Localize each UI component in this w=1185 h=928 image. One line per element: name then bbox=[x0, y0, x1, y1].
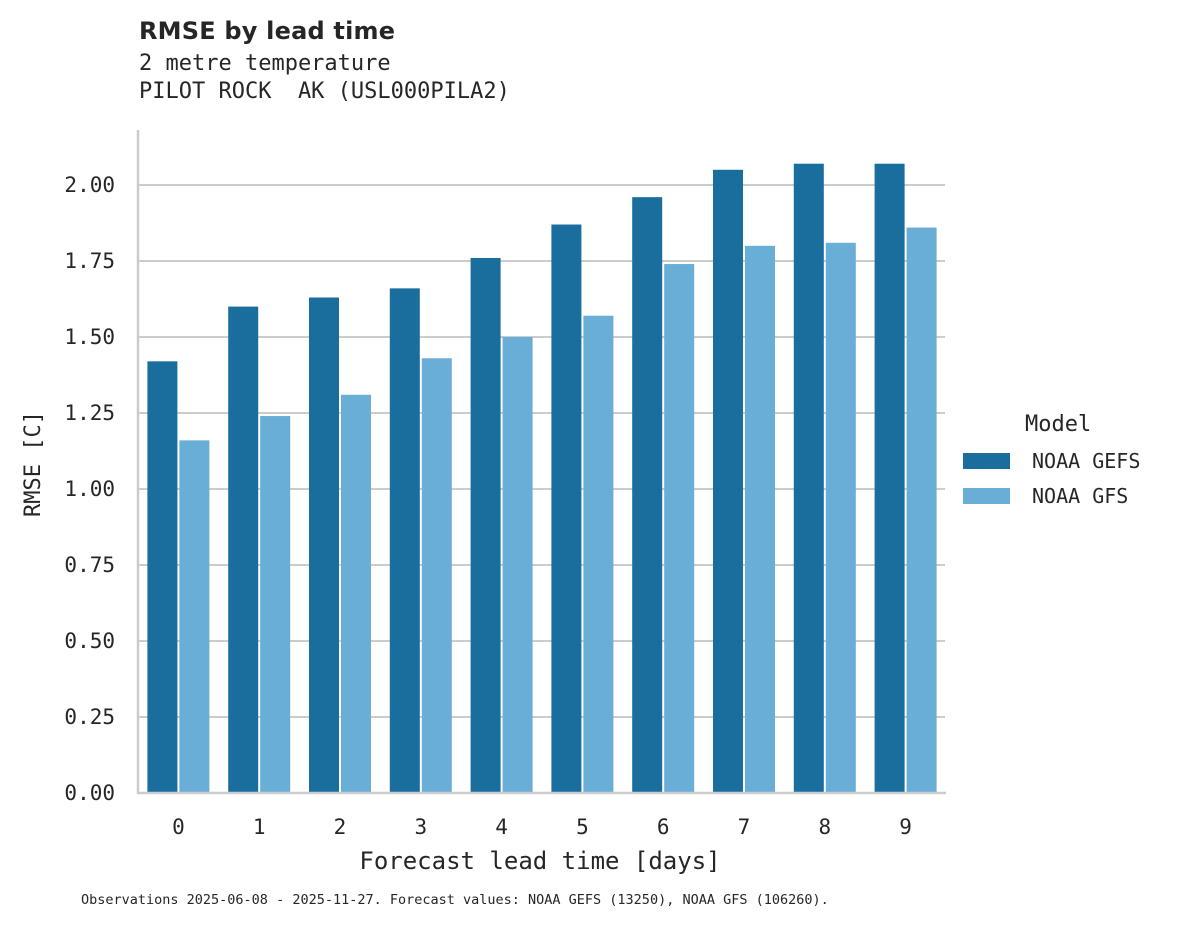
bar-gefs bbox=[309, 297, 339, 793]
bar-gfs bbox=[745, 245, 775, 794]
legend-title: Model bbox=[1025, 412, 1092, 437]
bar-gefs bbox=[874, 163, 905, 794]
x-tick-label: 6 bbox=[657, 815, 670, 839]
bar-gfs bbox=[502, 337, 533, 793]
legend-label-gfs: NOAA GFS bbox=[1032, 483, 1129, 508]
footnote: Observations 2025-06-08 - 2025-11-27. Fo… bbox=[81, 892, 829, 908]
y-tick-label: 0.00 bbox=[64, 781, 115, 805]
legend-item-gfs: NOAA GFS bbox=[963, 478, 1140, 513]
bar-gefs bbox=[389, 288, 420, 793]
axes bbox=[136, 130, 946, 795]
legend-label-gefs: NOAA GEFS bbox=[1032, 448, 1141, 473]
bar-gfs bbox=[583, 315, 614, 793]
y-tick-label: 1.00 bbox=[64, 477, 115, 501]
bar-gfs bbox=[825, 242, 856, 793]
y-tick-label: 0.25 bbox=[64, 705, 115, 729]
bar-gefs bbox=[147, 361, 178, 793]
legend: Model NOAA GEFS NOAA GFS bbox=[963, 412, 1140, 513]
y-tick-label: 0.75 bbox=[64, 553, 115, 577]
x-tick-label: 8 bbox=[818, 815, 831, 839]
y-axis-label: RMSE [C] bbox=[21, 411, 46, 517]
bar-gfs bbox=[664, 264, 695, 793]
bars bbox=[147, 163, 937, 794]
bar-gfs bbox=[179, 440, 210, 793]
bar-gefs bbox=[793, 163, 824, 794]
bar-gefs bbox=[713, 169, 743, 794]
y-tick-label: 1.50 bbox=[64, 325, 115, 349]
y-tick-labels: 0.00 0.25 0.50 0.75 1.00 1.25 1.50 1.75 2.00 bbox=[64, 173, 115, 805]
x-tick-label: 2 bbox=[334, 815, 347, 839]
bar-gfs bbox=[906, 227, 937, 793]
bar-gefs bbox=[228, 306, 259, 793]
bar-gfs bbox=[341, 394, 371, 793]
legend-swatch-gefs bbox=[963, 452, 1010, 469]
gridlines bbox=[138, 184, 945, 718]
legend-swatch-gfs bbox=[963, 487, 1010, 504]
x-tick-label: 0 bbox=[172, 815, 185, 839]
x-tick-label: 9 bbox=[899, 815, 912, 839]
bar-gefs bbox=[470, 257, 501, 794]
bar-gefs bbox=[632, 197, 663, 793]
chart-subtitle-station: PILOT ROCK AK (USL000PILA2) bbox=[139, 79, 510, 104]
x-axis-label: Forecast lead time [days] bbox=[359, 847, 720, 875]
bar-gfs bbox=[260, 416, 291, 793]
chart-subtitle-variable: 2 metre temperature bbox=[139, 51, 391, 76]
y-tick-label: 2.00 bbox=[64, 173, 115, 197]
x-tick-label: 4 bbox=[495, 815, 508, 839]
x-tick-label: 3 bbox=[414, 815, 427, 839]
y-tick-label: 1.25 bbox=[64, 401, 115, 425]
x-tick-label: 7 bbox=[738, 815, 751, 839]
y-tick-label: 1.75 bbox=[64, 249, 115, 273]
x-tick-labels: 0 1 2 3 4 5 6 7 8 9 bbox=[172, 815, 912, 839]
x-tick-label: 5 bbox=[576, 815, 589, 839]
x-tick-label: 1 bbox=[253, 815, 266, 839]
bar-gefs bbox=[551, 224, 582, 793]
y-tick-label: 0.50 bbox=[64, 629, 115, 653]
bar-gfs bbox=[421, 358, 452, 793]
chart-title: RMSE by lead time bbox=[139, 17, 396, 45]
legend-item-gefs: NOAA GEFS bbox=[963, 443, 1140, 478]
